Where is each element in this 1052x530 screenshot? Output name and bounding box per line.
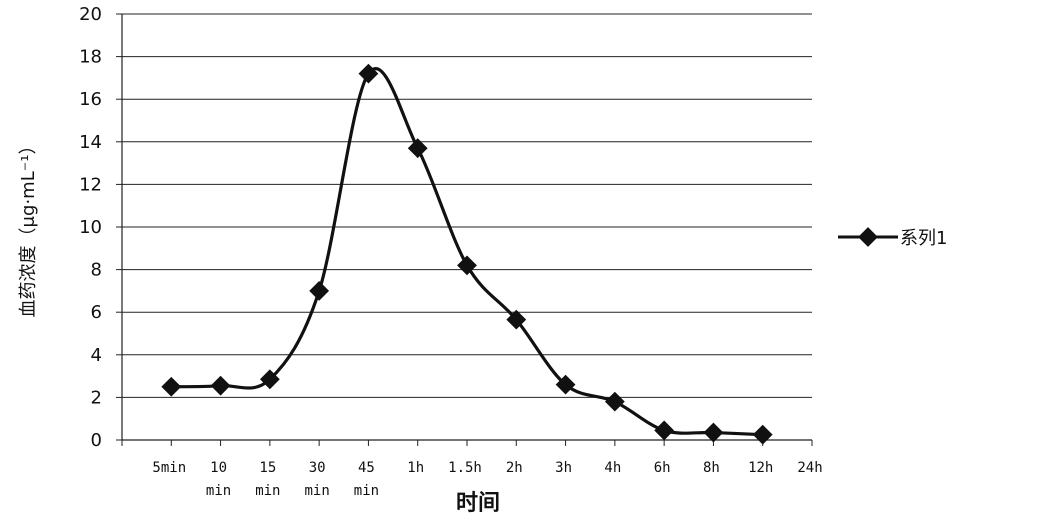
x-axis-label: 时间 <box>456 491 500 516</box>
xtick-label-5-0: 1h <box>407 460 424 476</box>
xtick-label-11-0: 8h <box>703 460 720 476</box>
data-point-8 <box>555 374 576 395</box>
ytick-label-2: 2 <box>91 387 102 408</box>
x-tick-labels: 5min 10 min 15 min 30 min 45 min 1h 1.5h 2h 3h 4h 6h 8h… <box>121 440 823 499</box>
xtick-label-10-0: 6h <box>654 460 671 476</box>
ytick-label-0: 0 <box>91 430 102 451</box>
legend-label: 系列1 <box>900 228 947 249</box>
xtick-label-12-0: 12h <box>748 460 773 476</box>
data-point-0 <box>161 376 182 397</box>
xtick-label-0-0: 5min <box>152 460 186 476</box>
ytick-label-16: 16 <box>79 89 102 110</box>
xtick-label-13-0: 24h <box>797 460 822 476</box>
xtick-label-3-1: min <box>304 483 329 499</box>
legend: 系列1 <box>838 227 947 249</box>
ytick-label-4: 4 <box>91 345 102 366</box>
data-point-9 <box>604 391 625 412</box>
xtick-label-2-0: 15 <box>259 460 276 476</box>
data-point-11 <box>703 422 724 443</box>
xtick-label-2-1: min <box>255 483 280 499</box>
series-line-0 <box>171 67 763 437</box>
ytick-label-10: 10 <box>79 217 102 238</box>
xtick-label-1-1: min <box>206 483 231 499</box>
ytick-label-14: 14 <box>79 132 102 153</box>
data-point-7 <box>506 309 527 330</box>
legend-marker <box>858 227 878 247</box>
ytick-label-8: 8 <box>91 260 102 281</box>
data-point-6 <box>457 255 477 276</box>
xtick-label-4-1: min <box>354 483 379 499</box>
series-group <box>161 63 773 445</box>
data-point-10 <box>654 420 675 441</box>
xtick-label-3-0: 30 <box>309 460 326 476</box>
xtick-label-4-0: 45 <box>358 460 375 476</box>
ytick-label-20: 20 <box>79 4 102 25</box>
y-axis-label: 血药浓度（μg·mL⁻¹） <box>18 137 39 318</box>
ytick-label-18: 18 <box>79 47 102 68</box>
ytick-label-12: 12 <box>79 174 102 195</box>
xtick-label-9-0: 4h <box>604 460 621 476</box>
xtick-label-1-0: 10 <box>210 460 227 476</box>
y-tick-labels: 0 2 4 6 8 10 12 14 16 18 20 <box>79 4 102 451</box>
data-point-3 <box>309 281 330 301</box>
data-point-12 <box>752 424 773 445</box>
xtick-label-6-0: 1.5h <box>448 460 482 476</box>
data-point-4 <box>358 63 379 84</box>
ytick-label-6: 6 <box>91 302 102 323</box>
data-point-1 <box>210 375 231 396</box>
data-point-5 <box>407 138 428 159</box>
xtick-label-7-0: 2h <box>506 460 523 476</box>
xtick-label-8-0: 3h <box>555 460 572 476</box>
data-point-2 <box>259 369 280 390</box>
